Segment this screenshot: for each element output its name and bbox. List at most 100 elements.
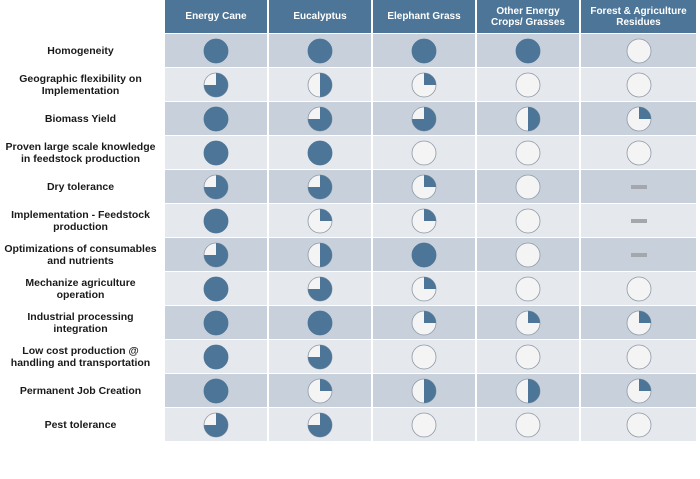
ball-circle xyxy=(203,276,229,301)
rating-cell-other-energy-crops xyxy=(477,305,581,339)
row-label-text: Geographic flexibility on Implementation xyxy=(19,72,142,97)
ball-fill-sector xyxy=(638,378,651,391)
rating-cell-other-energy-crops xyxy=(477,101,581,135)
harvey-ball-three-quarter-icon xyxy=(307,276,333,301)
harvey-ball-quarter-icon xyxy=(626,106,651,131)
harvey-ball-full-icon xyxy=(203,276,229,301)
harvey-ball-full-icon xyxy=(203,378,229,403)
rating-cell-elephant-grass xyxy=(373,203,477,237)
rating-cell-energy-cane xyxy=(165,135,269,169)
ball-circle xyxy=(411,140,437,165)
harvey-ball-empty-icon xyxy=(515,208,541,233)
harvey-ball-empty-icon xyxy=(515,174,541,199)
rating-cell-energy-cane xyxy=(165,373,269,407)
rating-cell-energy-cane xyxy=(165,339,269,373)
rating-cell-energy-cane xyxy=(165,67,269,101)
ball-circle xyxy=(411,38,437,63)
rating-cell-forest-agriculture-residues xyxy=(581,135,696,169)
ball-fill-sector xyxy=(320,378,332,391)
ball-fill-sector xyxy=(528,310,540,323)
ball-circle xyxy=(515,276,541,301)
table-row: Geographic flexibility on Implementation xyxy=(0,67,696,101)
rating-cell-eucalyptus xyxy=(269,339,373,373)
harvey-ball-empty-icon xyxy=(515,140,541,165)
row-label-text: Mechanize agriculture operation xyxy=(25,276,136,301)
ball-fill-sector xyxy=(528,106,540,131)
row-label: Homogeneity xyxy=(0,33,165,67)
rating-cell-forest-agriculture-residues xyxy=(581,169,696,203)
row-label-text: Industrial processing integration xyxy=(27,310,134,335)
harvey-ball-empty-icon xyxy=(411,140,437,165)
rating-cell-elephant-grass xyxy=(373,305,477,339)
rating-cell-elephant-grass xyxy=(373,339,477,373)
column-header-forest-agriculture-residues: Forest & Agriculture Residues xyxy=(581,0,696,33)
ball-fill-sector xyxy=(320,242,332,267)
ball-circle xyxy=(307,38,333,63)
ball-circle xyxy=(515,140,541,165)
ball-fill-sector xyxy=(424,174,436,187)
rating-cell-eucalyptus xyxy=(269,101,373,135)
harvey-ball-empty-icon xyxy=(626,38,651,63)
column-header-elephant-grass: Elephant Grass xyxy=(373,0,477,33)
rating-cell-eucalyptus xyxy=(269,305,373,339)
rating-cell-elephant-grass xyxy=(373,271,477,305)
harvey-ball-full-icon xyxy=(203,208,229,233)
column-header-eucalyptus: Eucalyptus xyxy=(269,0,373,33)
rating-cell-elephant-grass xyxy=(373,67,477,101)
ball-fill-sector xyxy=(204,72,228,97)
harvey-ball-empty-icon xyxy=(626,140,651,165)
harvey-ball-three-quarter-icon xyxy=(307,106,333,131)
ball-circle xyxy=(626,344,651,369)
ball-fill-sector xyxy=(412,106,436,131)
harvey-ball-full-icon xyxy=(203,106,229,131)
table-row: Optimizations of consumables and nutrien… xyxy=(0,237,696,271)
harvey-ball-full-icon xyxy=(203,344,229,369)
rating-cell-forest-agriculture-residues xyxy=(581,33,696,67)
row-label-text: Optimizations of consumables and nutrien… xyxy=(4,242,157,267)
rating-cell-forest-agriculture-residues xyxy=(581,203,696,237)
row-label: Proven large scale knowledge in feedstoc… xyxy=(0,135,165,169)
ball-fill-sector xyxy=(308,344,332,369)
harvey-ball-three-quarter-icon xyxy=(203,242,229,267)
row-label-text: Pest tolerance xyxy=(44,418,117,431)
harvey-ball-half-icon xyxy=(307,72,333,97)
ball-fill-sector xyxy=(308,276,332,301)
corner-cell xyxy=(0,0,165,33)
row-label: Biomass Yield xyxy=(0,101,165,135)
ball-circle xyxy=(515,344,541,369)
rating-cell-energy-cane xyxy=(165,305,269,339)
rating-cell-eucalyptus xyxy=(269,203,373,237)
rating-cell-eucalyptus xyxy=(269,407,373,441)
table-row: Biomass Yield xyxy=(0,101,696,135)
rating-cell-other-energy-crops xyxy=(477,373,581,407)
row-label-text: Dry tolerance xyxy=(46,180,115,193)
ball-fill-sector xyxy=(308,174,332,199)
harvey-ball-quarter-icon xyxy=(307,378,333,403)
rating-cell-other-energy-crops xyxy=(477,169,581,203)
ball-circle xyxy=(411,412,437,437)
harvey-ball-full-icon xyxy=(203,310,229,335)
not-applicable-dash-icon xyxy=(630,252,647,257)
ball-circle xyxy=(626,72,651,97)
rating-cell-other-energy-crops xyxy=(477,135,581,169)
rating-cell-forest-agriculture-residues xyxy=(581,237,696,271)
table-row: Implementation - Feedstock production xyxy=(0,203,696,237)
rating-cell-forest-agriculture-residues xyxy=(581,373,696,407)
row-label-text: Implementation - Feedstock production xyxy=(11,208,150,233)
ball-fill-sector xyxy=(320,72,332,97)
rating-cell-energy-cane xyxy=(165,407,269,441)
harvey-ball-full-icon xyxy=(203,38,229,63)
table-row: Homogeneity xyxy=(0,33,696,67)
row-label-text: Proven large scale knowledge in feedstoc… xyxy=(5,140,156,165)
table-row: Low cost production @ handling and trans… xyxy=(0,339,696,373)
rating-cell-eucalyptus xyxy=(269,135,373,169)
rating-cell-eucalyptus xyxy=(269,169,373,203)
harvey-ball-quarter-icon xyxy=(411,174,437,199)
ball-circle xyxy=(515,38,541,63)
ball-circle xyxy=(203,310,229,335)
table-row: Pest tolerance xyxy=(0,407,696,441)
rating-cell-energy-cane xyxy=(165,237,269,271)
ball-fill-sector xyxy=(308,106,332,131)
harvey-ball-three-quarter-icon xyxy=(203,174,229,199)
harvey-ball-full-icon xyxy=(411,242,437,267)
